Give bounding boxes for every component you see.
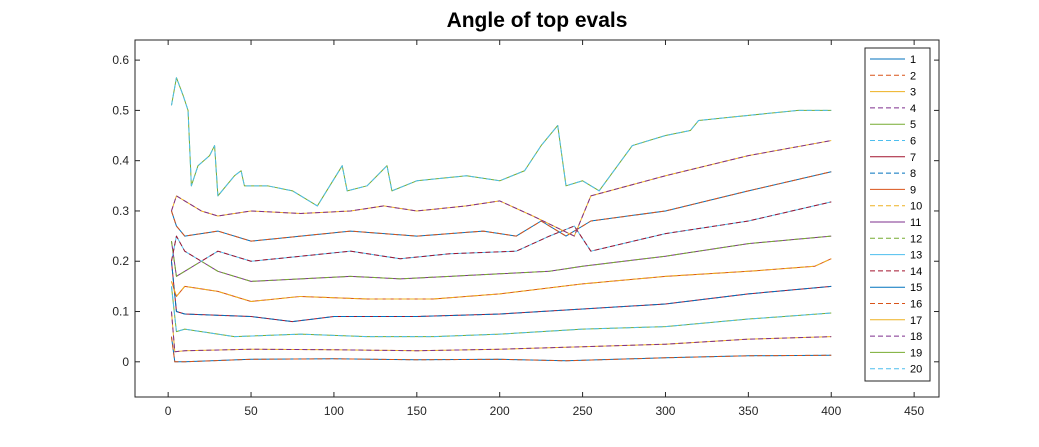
series-line-16 [170,171,832,242]
legend-label: 3 [910,87,916,99]
x-tick-label: 150 [407,404,427,418]
y-tick-label: 0.5 [112,103,129,117]
legend-label: 5 [910,119,916,131]
x-tick-label: 300 [655,404,675,418]
y-axis: 0 0.1 0.2 0.3 0.4 0.5 0.6 [112,53,939,369]
x-tick-label: 450 [904,404,924,418]
legend-label: 14 [910,266,922,278]
legend-box [864,47,931,382]
chart-title: Angle of top evals [447,9,628,32]
series-line-8 [170,261,832,323]
series-line-2 [170,336,832,363]
series-layer [170,77,832,363]
legend-label: 7 [910,152,916,164]
legend-label: 16 [910,299,922,311]
legend-label: 11 [910,217,921,229]
legend-label: 2 [910,70,916,82]
series-line-10 [170,258,832,302]
legend-label: 13 [910,250,922,262]
x-tick-label: 100 [324,404,344,418]
legend-label: 15 [910,282,922,294]
series-line-14 [170,201,832,262]
x-axis: 0 50 100 150 200 250 300 350 400 450 [165,40,924,418]
y-tick-label: 0.6 [112,53,129,67]
series-line-4 [170,311,832,353]
series-line-20 [170,77,832,207]
legend-label: 17 [910,315,922,327]
y-tick-label: 0.2 [112,254,129,268]
legend-label: 12 [910,233,922,245]
legend-label: 8 [910,168,916,180]
x-tick-label: 400 [821,404,841,418]
legend-label: 19 [910,347,922,359]
x-tick-label: 250 [573,404,593,418]
series-line-12 [170,235,832,282]
legend-label: 1 [910,54,916,66]
legend-label: 18 [910,331,922,343]
x-tick-label: 50 [244,404,258,418]
x-tick-label: 350 [738,404,758,418]
legend-label: 20 [910,364,922,376]
x-tick-label: 200 [490,404,510,418]
y-tick-label: 0.3 [112,204,129,218]
y-tick-label: 0 [122,355,129,369]
series-line-6 [170,286,832,338]
legend-label: 9 [910,184,916,196]
x-tick-label: 0 [165,404,172,418]
legend-label: 10 [910,201,922,213]
legend-label: 6 [910,136,916,148]
legend-label: 4 [910,103,916,115]
y-tick-label: 0.1 [112,305,129,319]
y-tick-label: 0.4 [112,154,129,168]
series-line-18 [170,140,832,237]
